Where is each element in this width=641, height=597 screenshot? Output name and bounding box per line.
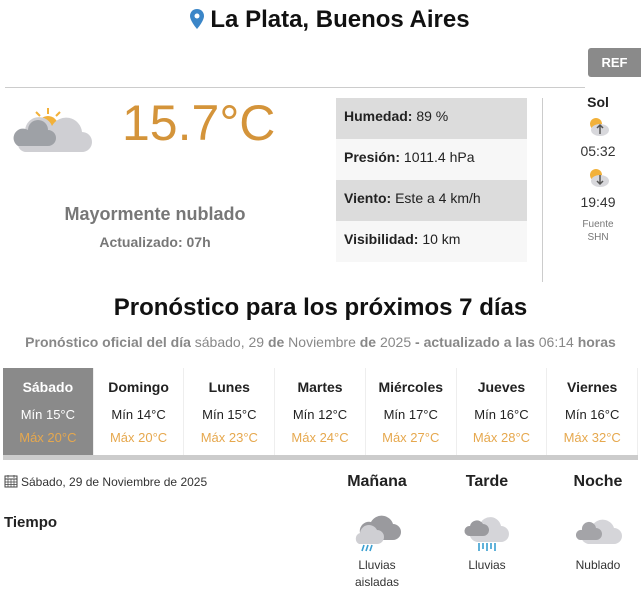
sun-title: Sol — [587, 94, 609, 110]
current-temperature: 15.7°C — [122, 95, 276, 151]
tarde-condition: Lluvias — [468, 558, 506, 572]
sunrise-icon — [590, 118, 609, 136]
partly-cloudy-icon — [13, 108, 92, 152]
manana-condition: Lluvias aisladas — [354, 558, 400, 589]
tab-viernes[interactable]: Viernes Mín 16°C Máx 32°C — [547, 368, 639, 455]
updated-time: Actualizado: 07h — [99, 234, 211, 250]
visibility-row: Visibilidad: 10 km — [336, 221, 527, 262]
vertical-divider — [542, 98, 543, 282]
source-name: SHN — [587, 232, 609, 243]
map-pin-icon — [190, 9, 205, 29]
tab-jueves[interactable]: Jueves Mín 16°C Máx 28°C — [457, 368, 548, 455]
selected-date: Sábado, 29 de Noviembre de 2025 — [4, 474, 207, 489]
forecast-subtitle: Pronóstico oficial del día sábado, 29 de… — [25, 334, 616, 350]
cloudy-icon — [575, 519, 622, 544]
tab-sabado[interactable]: Sábado Mín 15°C Máx 20°C — [3, 368, 94, 455]
forecast-title: Pronóstico para los próximos 7 días — [113, 294, 528, 321]
divider — [5, 87, 585, 88]
location-name: La Plata, Buenos Aires — [210, 6, 470, 33]
period-tarde: Tarde — [465, 473, 509, 490]
pressure-row: Presión: 1011.4 hPa — [336, 139, 527, 180]
sunrise-time: 05:32 — [580, 143, 616, 159]
noche-condition: Nublado — [575, 558, 621, 572]
calendar-icon — [4, 475, 18, 488]
period-noche: Noche — [573, 473, 623, 490]
sunset-icon — [590, 169, 609, 187]
rain-icon — [464, 517, 509, 551]
isolated-showers-icon — [355, 515, 401, 552]
wind-row: Viento: Este a 4 km/h — [336, 180, 527, 221]
tiempo-label: Tiempo — [4, 514, 58, 531]
sunset-time: 19:49 — [580, 194, 616, 210]
location-title: La Plata, Buenos Aires — [0, 6, 641, 34]
ref-button[interactable]: REF — [588, 48, 641, 77]
current-details-table: Humedad: 89 % Presión: 1011.4 hPa Viento… — [336, 98, 527, 262]
source-label: Fuente — [582, 219, 614, 230]
tab-miercoles[interactable]: Miércoles Mín 17°C Máx 27°C — [366, 368, 457, 455]
tab-lunes[interactable]: Lunes Mín 15°C Máx 23°C — [184, 368, 276, 455]
day-tabs: Sábado Mín 15°C Máx 20°C Domingo Mín 14°C Má… — [3, 368, 639, 460]
humidity-row: Humedad: 89 % — [336, 98, 527, 139]
tab-domingo[interactable]: Domingo Mín 14°C Máx 20°C — [94, 368, 185, 455]
period-manana: Mañana — [347, 473, 407, 490]
current-condition: Mayormente nublado — [64, 204, 246, 224]
tab-martes[interactable]: Martes Mín 12°C Máx 24°C — [275, 368, 366, 455]
sun-panel: Sol 05:32 19:49 Fuente SHN — [560, 94, 636, 244]
